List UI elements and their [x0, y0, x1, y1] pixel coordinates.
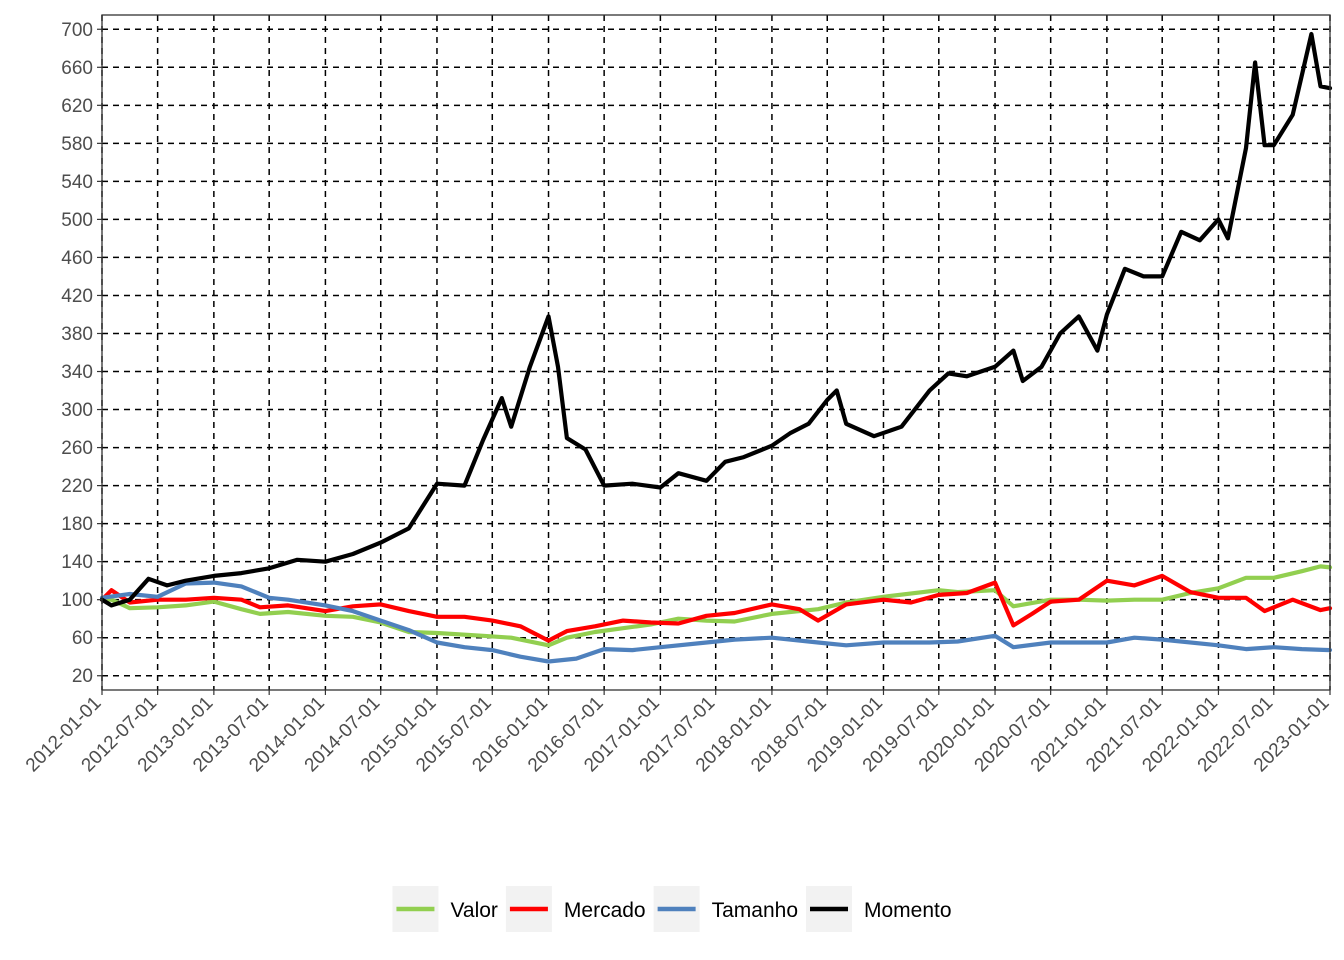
- y-tick-label: 660: [61, 58, 93, 79]
- legend: Valor Mercado Tamanho Momento: [392, 886, 952, 932]
- y-tick-label: 220: [61, 476, 93, 497]
- y-tick-label: 340: [61, 362, 93, 383]
- y-axis: 20 60 100 140 180 220 260 300 340 380 420 460 500 540…: [61, 20, 102, 687]
- y-tick-label: 420: [61, 286, 93, 307]
- y-tick-label: 540: [61, 172, 93, 193]
- y-tick-label: 700: [61, 20, 93, 41]
- legend-label: Valor: [450, 899, 497, 922]
- legend-label: Mercado: [564, 899, 646, 922]
- y-tick-label: 460: [61, 248, 93, 269]
- series-lines: [99, 31, 1333, 664]
- legend-label: Tamanho: [712, 899, 798, 922]
- series-line-mercado: [99, 573, 1333, 643]
- y-tick-label: 100: [61, 590, 93, 611]
- x-axis: 2012-01-012012-07-012013-01-012013-07-01…: [22, 690, 1334, 776]
- y-tick-label: 620: [61, 96, 93, 117]
- y-tick-label: 500: [61, 210, 93, 231]
- series-line-tamanho: [99, 580, 1333, 664]
- grid: [101, 15, 1331, 690]
- y-tick-label: 60: [72, 628, 93, 649]
- y-tick-label: 300: [61, 400, 93, 421]
- legend-label: Momento: [864, 899, 952, 922]
- y-tick-label: 140: [61, 552, 93, 573]
- series-line-momento: [99, 31, 1333, 608]
- y-tick-label: 180: [61, 514, 93, 535]
- y-tick-label: 260: [61, 438, 93, 459]
- y-tick-label: 20: [72, 666, 93, 687]
- y-tick-label: 580: [61, 134, 93, 155]
- y-tick-label: 380: [61, 324, 93, 345]
